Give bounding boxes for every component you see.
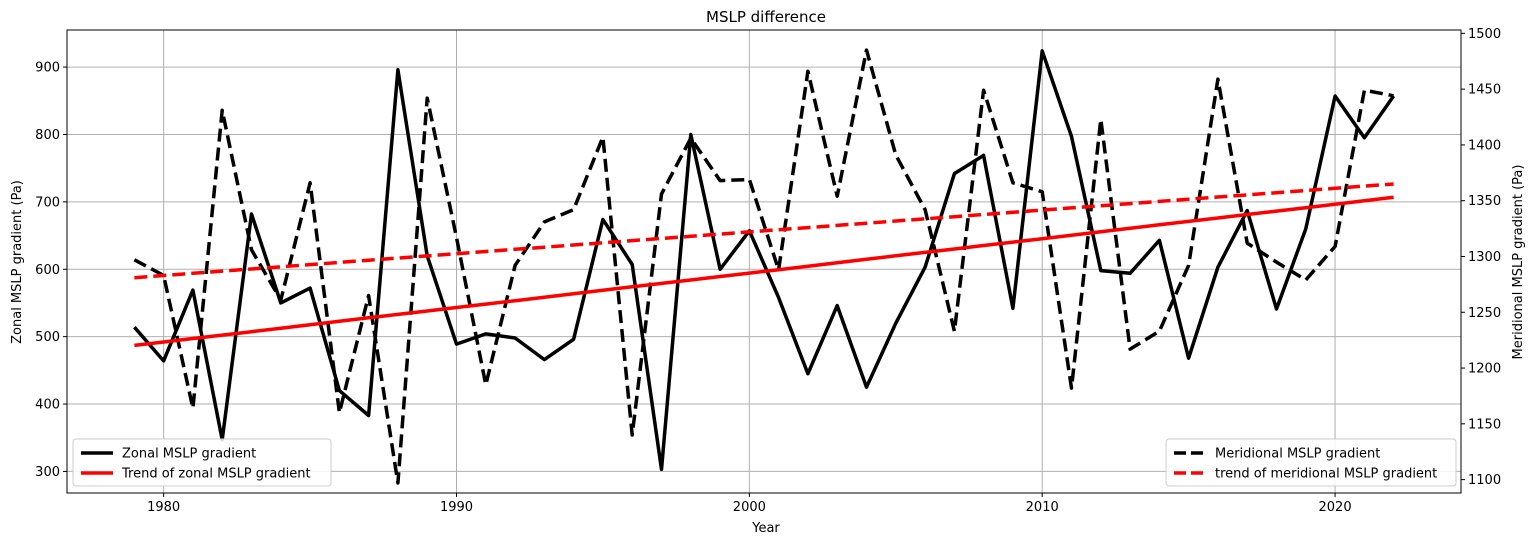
x-tick-label: 2020	[1319, 500, 1352, 515]
y-right-tick-label: 1200	[1468, 362, 1501, 377]
y-left-tick-label: 600	[35, 263, 60, 278]
y-axis-left: 300 400 500 600 700 800 900	[35, 61, 67, 480]
y-axis-right: 1100 1150 1200 1250 1300 1350 1400 1450 1500	[1461, 27, 1501, 488]
y-right-tick-label: 1250	[1468, 306, 1501, 321]
y-left-tick-label: 700	[35, 195, 60, 210]
y-right-tick-label: 1150	[1468, 417, 1501, 432]
y-right-tick-label: 1500	[1468, 27, 1501, 42]
y-right-tick-label: 1400	[1468, 138, 1501, 153]
x-tick-label: 2000	[733, 500, 766, 515]
y-right-tick-label: 1100	[1468, 473, 1501, 488]
x-tick-label: 1990	[440, 500, 473, 515]
zonal-line	[133, 49, 1396, 472]
legend-label: trend of meridional MSLP gradient	[1215, 467, 1437, 482]
meridional-trend-line	[134, 182, 1394, 280]
legend-box	[72, 438, 332, 487]
chart-title: MSLP difference	[706, 8, 826, 26]
y-right-tick-label: 1350	[1468, 194, 1501, 209]
legend-label: Zonal MSLP gradient	[122, 447, 256, 462]
y-axis-right-label: Meridional MSLP gradient (Pa)	[1511, 165, 1526, 360]
x-axis-label: Year	[751, 521, 780, 536]
plot-frame	[66, 29, 1462, 494]
x-tick-label: 1980	[147, 500, 180, 515]
y-right-tick-label: 1300	[1468, 250, 1501, 265]
legend-label: Meridional MSLP gradient	[1215, 447, 1380, 462]
y-left-tick-label: 300	[35, 465, 60, 480]
y-left-tick-label: 500	[35, 330, 60, 345]
y-left-tick-label: 400	[35, 398, 60, 413]
y-left-tick-label: 900	[35, 61, 60, 76]
y-axis-left-label: Zonal MSLP gradient (Pa)	[10, 180, 25, 344]
legend-box	[1165, 438, 1457, 487]
legend-left: Zonal MSLP gradient Trend of zonal MSLP g…	[72, 438, 332, 487]
series-lines	[133, 48, 1396, 485]
x-axis: 1980 1990 2000 2010 2020	[147, 493, 1352, 515]
meridional-line	[133, 48, 1394, 485]
legend-right: Meridional MSLP gradient trend of meridio…	[1165, 438, 1457, 487]
y-right-tick-label: 1450	[1468, 83, 1501, 98]
x-tick-label: 2010	[1026, 500, 1059, 515]
legend-label: Trend of zonal MSLP gradient	[121, 467, 311, 482]
y-left-tick-label: 800	[35, 128, 60, 143]
zonal-trend-line	[134, 195, 1394, 348]
